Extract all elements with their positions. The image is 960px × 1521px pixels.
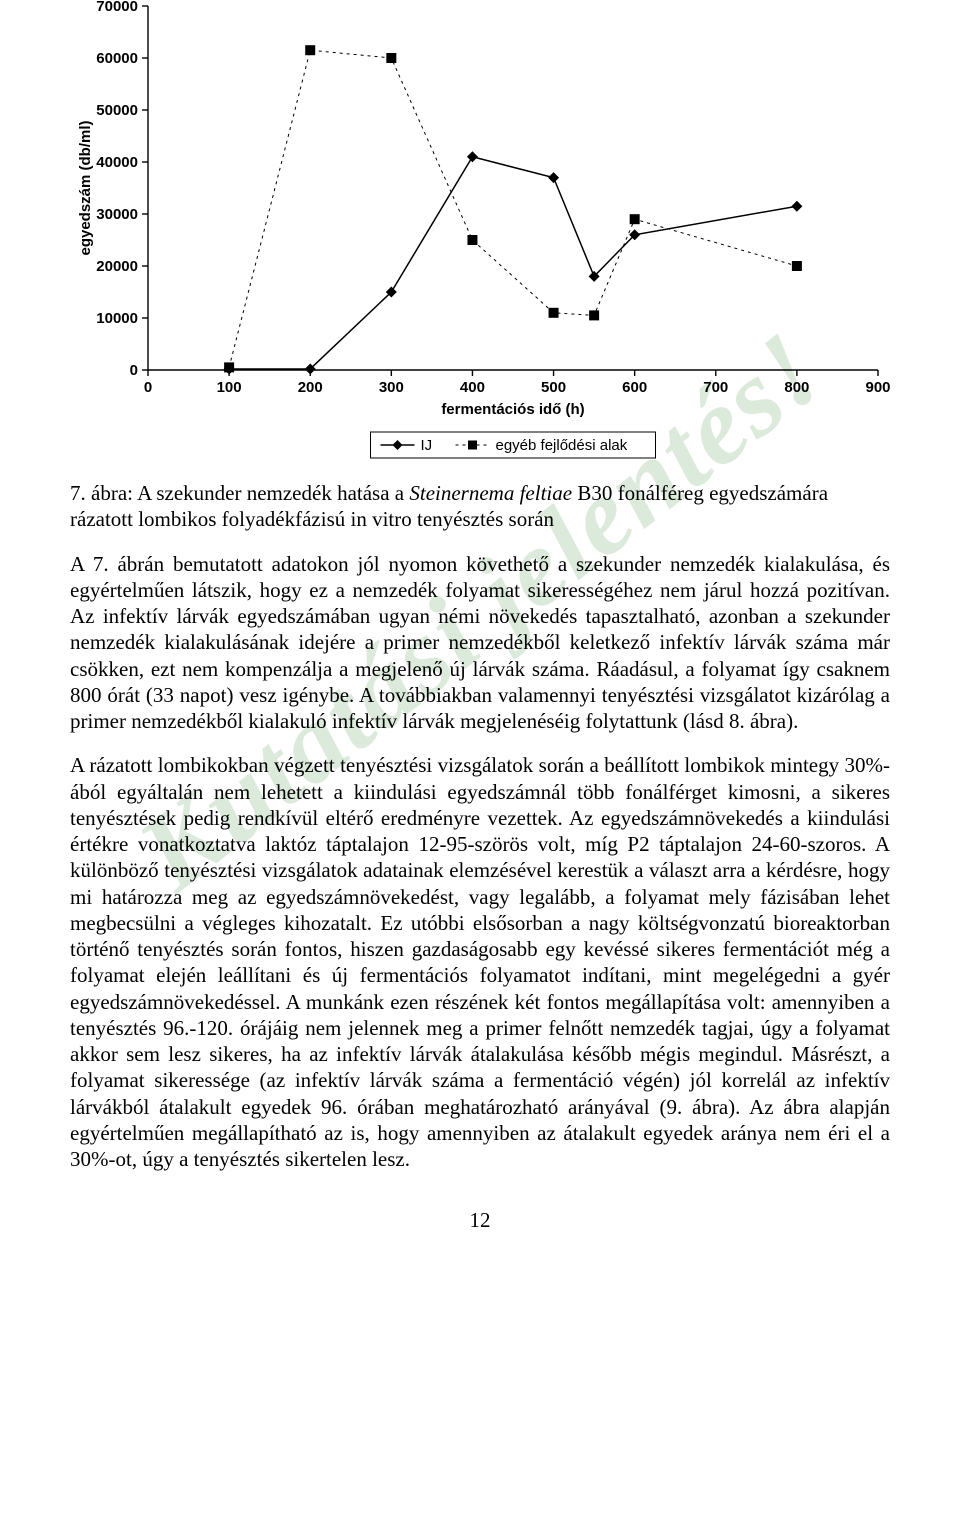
- caption-before: : A szekunder nemzedék hatása a: [127, 481, 409, 505]
- svg-text:900: 900: [865, 379, 890, 396]
- svg-text:300: 300: [379, 379, 404, 396]
- svg-text:800: 800: [784, 379, 809, 396]
- svg-text:400: 400: [460, 379, 485, 396]
- chart-container: 0 10000 20000 30000 40000 50000 60000 70000 0 100…: [70, 0, 890, 470]
- figure-label: 7. ábra: [70, 481, 127, 505]
- svg-text:30000: 30000: [96, 206, 138, 223]
- svg-text:500: 500: [541, 379, 566, 396]
- page-number: 12: [70, 1208, 890, 1233]
- svg-text:700: 700: [703, 379, 728, 396]
- svg-text:20000: 20000: [96, 258, 138, 275]
- svg-text:60000: 60000: [96, 50, 138, 67]
- svg-text:fermentációs idő (h): fermentációs idő (h): [441, 401, 584, 418]
- svg-text:10000: 10000: [96, 310, 138, 327]
- svg-text:100: 100: [217, 379, 242, 396]
- paragraph-1: A 7. ábrán bemutatott adatokon jól nyomo…: [70, 551, 890, 735]
- svg-text:egyéb fejlődési alak: egyéb fejlődési alak: [496, 437, 628, 454]
- caption-italic: Steinernema feltiae: [409, 481, 572, 505]
- paragraph-2: A rázatott lombikokban végzett tenyészté…: [70, 752, 890, 1172]
- svg-text:0: 0: [144, 379, 152, 396]
- svg-text:0: 0: [130, 362, 138, 379]
- svg-text:IJ: IJ: [421, 437, 433, 454]
- svg-text:egyedszám (db/ml): egyedszám (db/ml): [77, 120, 94, 255]
- chart-svg: 0 10000 20000 30000 40000 50000 60000 70000 0 100…: [70, 0, 890, 470]
- svg-text:200: 200: [298, 379, 323, 396]
- svg-text:70000: 70000: [96, 0, 138, 15]
- figure-caption: 7. ábra: A szekunder nemzedék hatása a S…: [70, 480, 890, 533]
- svg-text:50000: 50000: [96, 102, 138, 119]
- svg-text:600: 600: [622, 379, 647, 396]
- svg-text:40000: 40000: [96, 154, 138, 171]
